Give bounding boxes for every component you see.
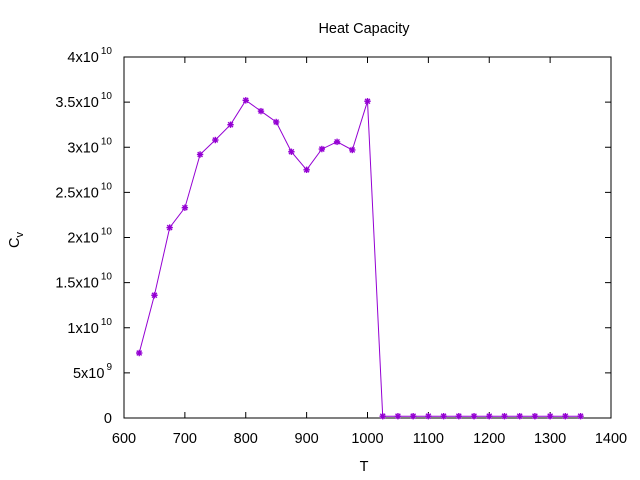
data-point: [212, 136, 219, 144]
y-tick-mantissa: 3.5x10: [55, 95, 99, 111]
y-tick-mantissa: 1x10: [67, 321, 98, 337]
y-axis-label: Cv: [7, 232, 26, 248]
y-tick-mantissa: 4x10: [67, 50, 98, 66]
y-tick-label: 1.5x10 10: [55, 272, 112, 292]
data-point: [379, 412, 386, 420]
y-tick-label: 3.5x10 10: [55, 91, 112, 111]
data-point: [349, 146, 356, 154]
data-point: [516, 412, 523, 420]
y-tick-label: 4x10 10: [67, 46, 112, 66]
x-tick-labels: 600 700 800 900 1000 1100 1200 1300 1400: [112, 431, 627, 447]
data-point: [470, 412, 478, 420]
y-tick-exponent: 9: [106, 362, 112, 373]
y-tick-mantissa: 5x10: [73, 366, 104, 382]
y-tick-mantissa: 0: [104, 411, 112, 427]
data-point: [151, 292, 158, 299]
x-tick-label: 600: [112, 431, 136, 447]
x-tick-label: 1000: [351, 431, 383, 447]
chart-title: Heat Capacity: [318, 21, 410, 37]
y-tick-label: 3x10 10: [67, 136, 112, 156]
series-group: [136, 97, 584, 420]
data-point: [440, 412, 447, 420]
y-tick-exponent: 10: [101, 317, 113, 328]
data-point: [272, 118, 280, 126]
data-point: [303, 166, 310, 174]
y-tick-mantissa: 3x10: [67, 140, 98, 156]
data-point: [318, 145, 326, 153]
x-tick-label: 800: [234, 431, 258, 447]
series-line: [138, 99, 581, 417]
data-point: [333, 138, 341, 146]
data-point: [257, 107, 265, 115]
data-point: [546, 412, 554, 420]
x-tick-label: 1400: [595, 431, 627, 447]
y-tick-label: 2x10 10: [67, 227, 112, 247]
y-tick-mantissa: 2x10: [67, 231, 98, 247]
data-point: [425, 412, 432, 420]
data-point: [531, 412, 539, 420]
y-tick-exponent: 10: [101, 136, 113, 147]
data-point: [288, 148, 295, 155]
data-point: [394, 412, 402, 420]
x-tick-label: 900: [295, 431, 319, 447]
data-point: [166, 224, 173, 231]
y-axis-label-subscript: v: [14, 232, 26, 238]
data-point: [562, 412, 569, 420]
data-point: [455, 412, 463, 420]
y-tick-label: 1x10 10: [67, 317, 112, 337]
y-tick-exponent: 10: [101, 227, 113, 238]
y-tick-mantissa: 2.5x10: [55, 185, 99, 201]
data-point: [577, 412, 584, 420]
y-tick-label: 0: [104, 411, 112, 427]
data-point: [364, 98, 371, 105]
data-point: [196, 151, 204, 158]
data-point: [136, 349, 143, 357]
data-point: [181, 204, 189, 211]
data-point: [501, 412, 508, 420]
x-tick-label: 1100: [413, 431, 444, 447]
x-axis-label: T: [360, 459, 369, 475]
data-point: [227, 121, 234, 128]
y-tick-mantissa: 1.5x10: [55, 276, 99, 292]
data-point: [242, 97, 249, 104]
data-point: [409, 412, 417, 420]
y-tick-exponent: 10: [101, 46, 113, 57]
data-point: [486, 412, 493, 420]
y-tick-exponent: 10: [101, 272, 113, 283]
y-tick-exponent: 10: [101, 91, 113, 102]
x-tick-label: 700: [173, 431, 197, 447]
x-tick-label: 1300: [534, 431, 566, 447]
y-tick-label: 2.5x10 10: [55, 181, 112, 201]
y-axis-label-main: C: [7, 238, 23, 248]
y-tick-exponent: 10: [101, 181, 113, 192]
y-tick-label: 5x10 9: [73, 362, 112, 382]
x-tick-label: 1200: [473, 431, 505, 447]
